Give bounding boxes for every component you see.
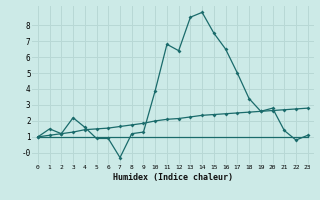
X-axis label: Humidex (Indice chaleur): Humidex (Indice chaleur) — [113, 173, 233, 182]
